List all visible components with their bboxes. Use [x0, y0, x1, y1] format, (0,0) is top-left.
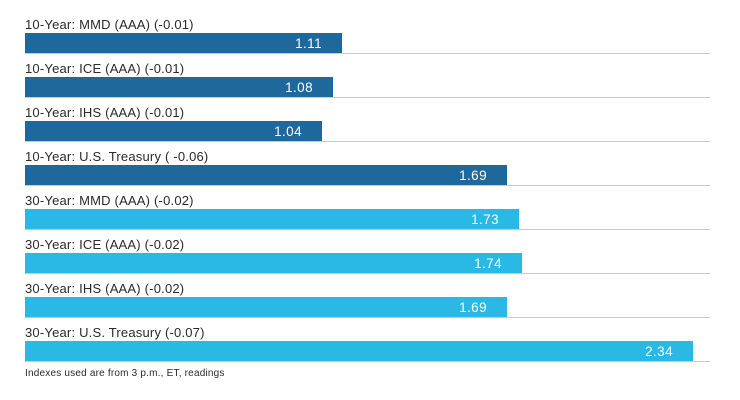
bar: 1.73 — [25, 209, 519, 229]
bar-track: 1.69 — [25, 297, 710, 318]
bar: 1.08 — [25, 77, 333, 97]
chart-row: 30-Year: IHS (AAA) (-0.02) 1.69 — [25, 280, 710, 318]
bar-value-label: 1.74 — [474, 255, 502, 271]
bar-chart: 10-Year: MMD (AAA) (-0.01) 1.11 10-Year:… — [25, 16, 710, 379]
chart-row: 30-Year: ICE (AAA) (-0.02) 1.74 — [25, 236, 710, 274]
bar-value-label: 1.11 — [295, 35, 322, 51]
series-label: 30-Year: U.S. Treasury (-0.07) — [25, 325, 205, 340]
bar-track: 1.74 — [25, 253, 710, 274]
bar: 1.11 — [25, 33, 342, 53]
bar-track: 2.34 — [25, 341, 710, 362]
chart-row: 10-Year: U.S. Treasury ( -0.06) 1.69 — [25, 148, 710, 186]
bar: 1.74 — [25, 253, 522, 273]
series-label: 30-Year: MMD (AAA) (-0.02) — [25, 193, 194, 208]
bar: 1.69 — [25, 297, 507, 317]
series-label: 10-Year: U.S. Treasury ( -0.06) — [25, 149, 209, 164]
bar-value-label: 1.08 — [285, 79, 313, 95]
chart-row: 10-Year: IHS (AAA) (-0.01) 1.04 — [25, 104, 710, 142]
series-label: 30-Year: ICE (AAA) (-0.02) — [25, 237, 185, 252]
series-label: 10-Year: MMD (AAA) (-0.01) — [25, 17, 194, 32]
bar-value-label: 1.69 — [459, 167, 487, 183]
chart-row: 30-Year: U.S. Treasury (-0.07) 2.34 — [25, 324, 710, 362]
bar-value-label: 1.04 — [274, 123, 302, 139]
series-label: 10-Year: IHS (AAA) (-0.01) — [25, 105, 185, 120]
bar: 1.04 — [25, 121, 322, 141]
bar-track: 1.69 — [25, 165, 710, 186]
bar-track: 1.11 — [25, 33, 710, 54]
series-label: 10-Year: ICE (AAA) (-0.01) — [25, 61, 185, 76]
footnote: Indexes used are from 3 p.m., ET, readin… — [25, 368, 225, 379]
bar-value-label: 1.73 — [471, 211, 499, 227]
bar: 2.34 — [25, 341, 693, 361]
bar: 1.69 — [25, 165, 507, 185]
bar-track: 1.73 — [25, 209, 710, 230]
series-label: 30-Year: IHS (AAA) (-0.02) — [25, 281, 185, 296]
chart-rows: 10-Year: MMD (AAA) (-0.01) 1.11 10-Year:… — [25, 16, 710, 362]
bar-track: 1.08 — [25, 77, 710, 98]
bar-value-label: 1.69 — [459, 299, 487, 315]
bar-value-label: 2.34 — [645, 343, 673, 359]
bar-track: 1.04 — [25, 121, 710, 142]
chart-row: 30-Year: MMD (AAA) (-0.02) 1.73 — [25, 192, 710, 230]
chart-row: 10-Year: MMD (AAA) (-0.01) 1.11 — [25, 16, 710, 54]
chart-row: 10-Year: ICE (AAA) (-0.01) 1.08 — [25, 60, 710, 98]
